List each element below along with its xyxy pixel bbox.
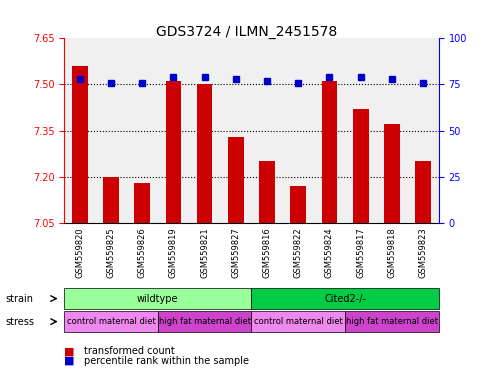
Text: transformed count: transformed count xyxy=(84,346,175,356)
Bar xyxy=(290,186,306,223)
Bar xyxy=(384,124,400,223)
Bar xyxy=(415,161,431,223)
Text: GDS3724 / ILMN_2451578: GDS3724 / ILMN_2451578 xyxy=(156,25,337,39)
Bar xyxy=(197,84,212,223)
Text: control maternal diet: control maternal diet xyxy=(254,317,343,326)
Bar xyxy=(166,81,181,223)
Bar xyxy=(103,177,119,223)
Bar xyxy=(259,161,275,223)
Bar xyxy=(72,66,88,223)
Text: high fat maternal diet: high fat maternal diet xyxy=(346,317,438,326)
Bar xyxy=(321,81,337,223)
Text: ■: ■ xyxy=(64,356,74,366)
Bar xyxy=(353,109,368,223)
Text: wildtype: wildtype xyxy=(137,293,178,304)
Text: percentile rank within the sample: percentile rank within the sample xyxy=(84,356,249,366)
Bar xyxy=(228,137,244,223)
Text: control maternal diet: control maternal diet xyxy=(67,317,155,326)
Text: strain: strain xyxy=(5,293,33,304)
Text: high fat maternal diet: high fat maternal diet xyxy=(159,317,250,326)
Text: ■: ■ xyxy=(64,346,74,356)
Text: Cited2-/-: Cited2-/- xyxy=(324,293,366,304)
Bar xyxy=(134,183,150,223)
Text: stress: stress xyxy=(5,316,34,327)
